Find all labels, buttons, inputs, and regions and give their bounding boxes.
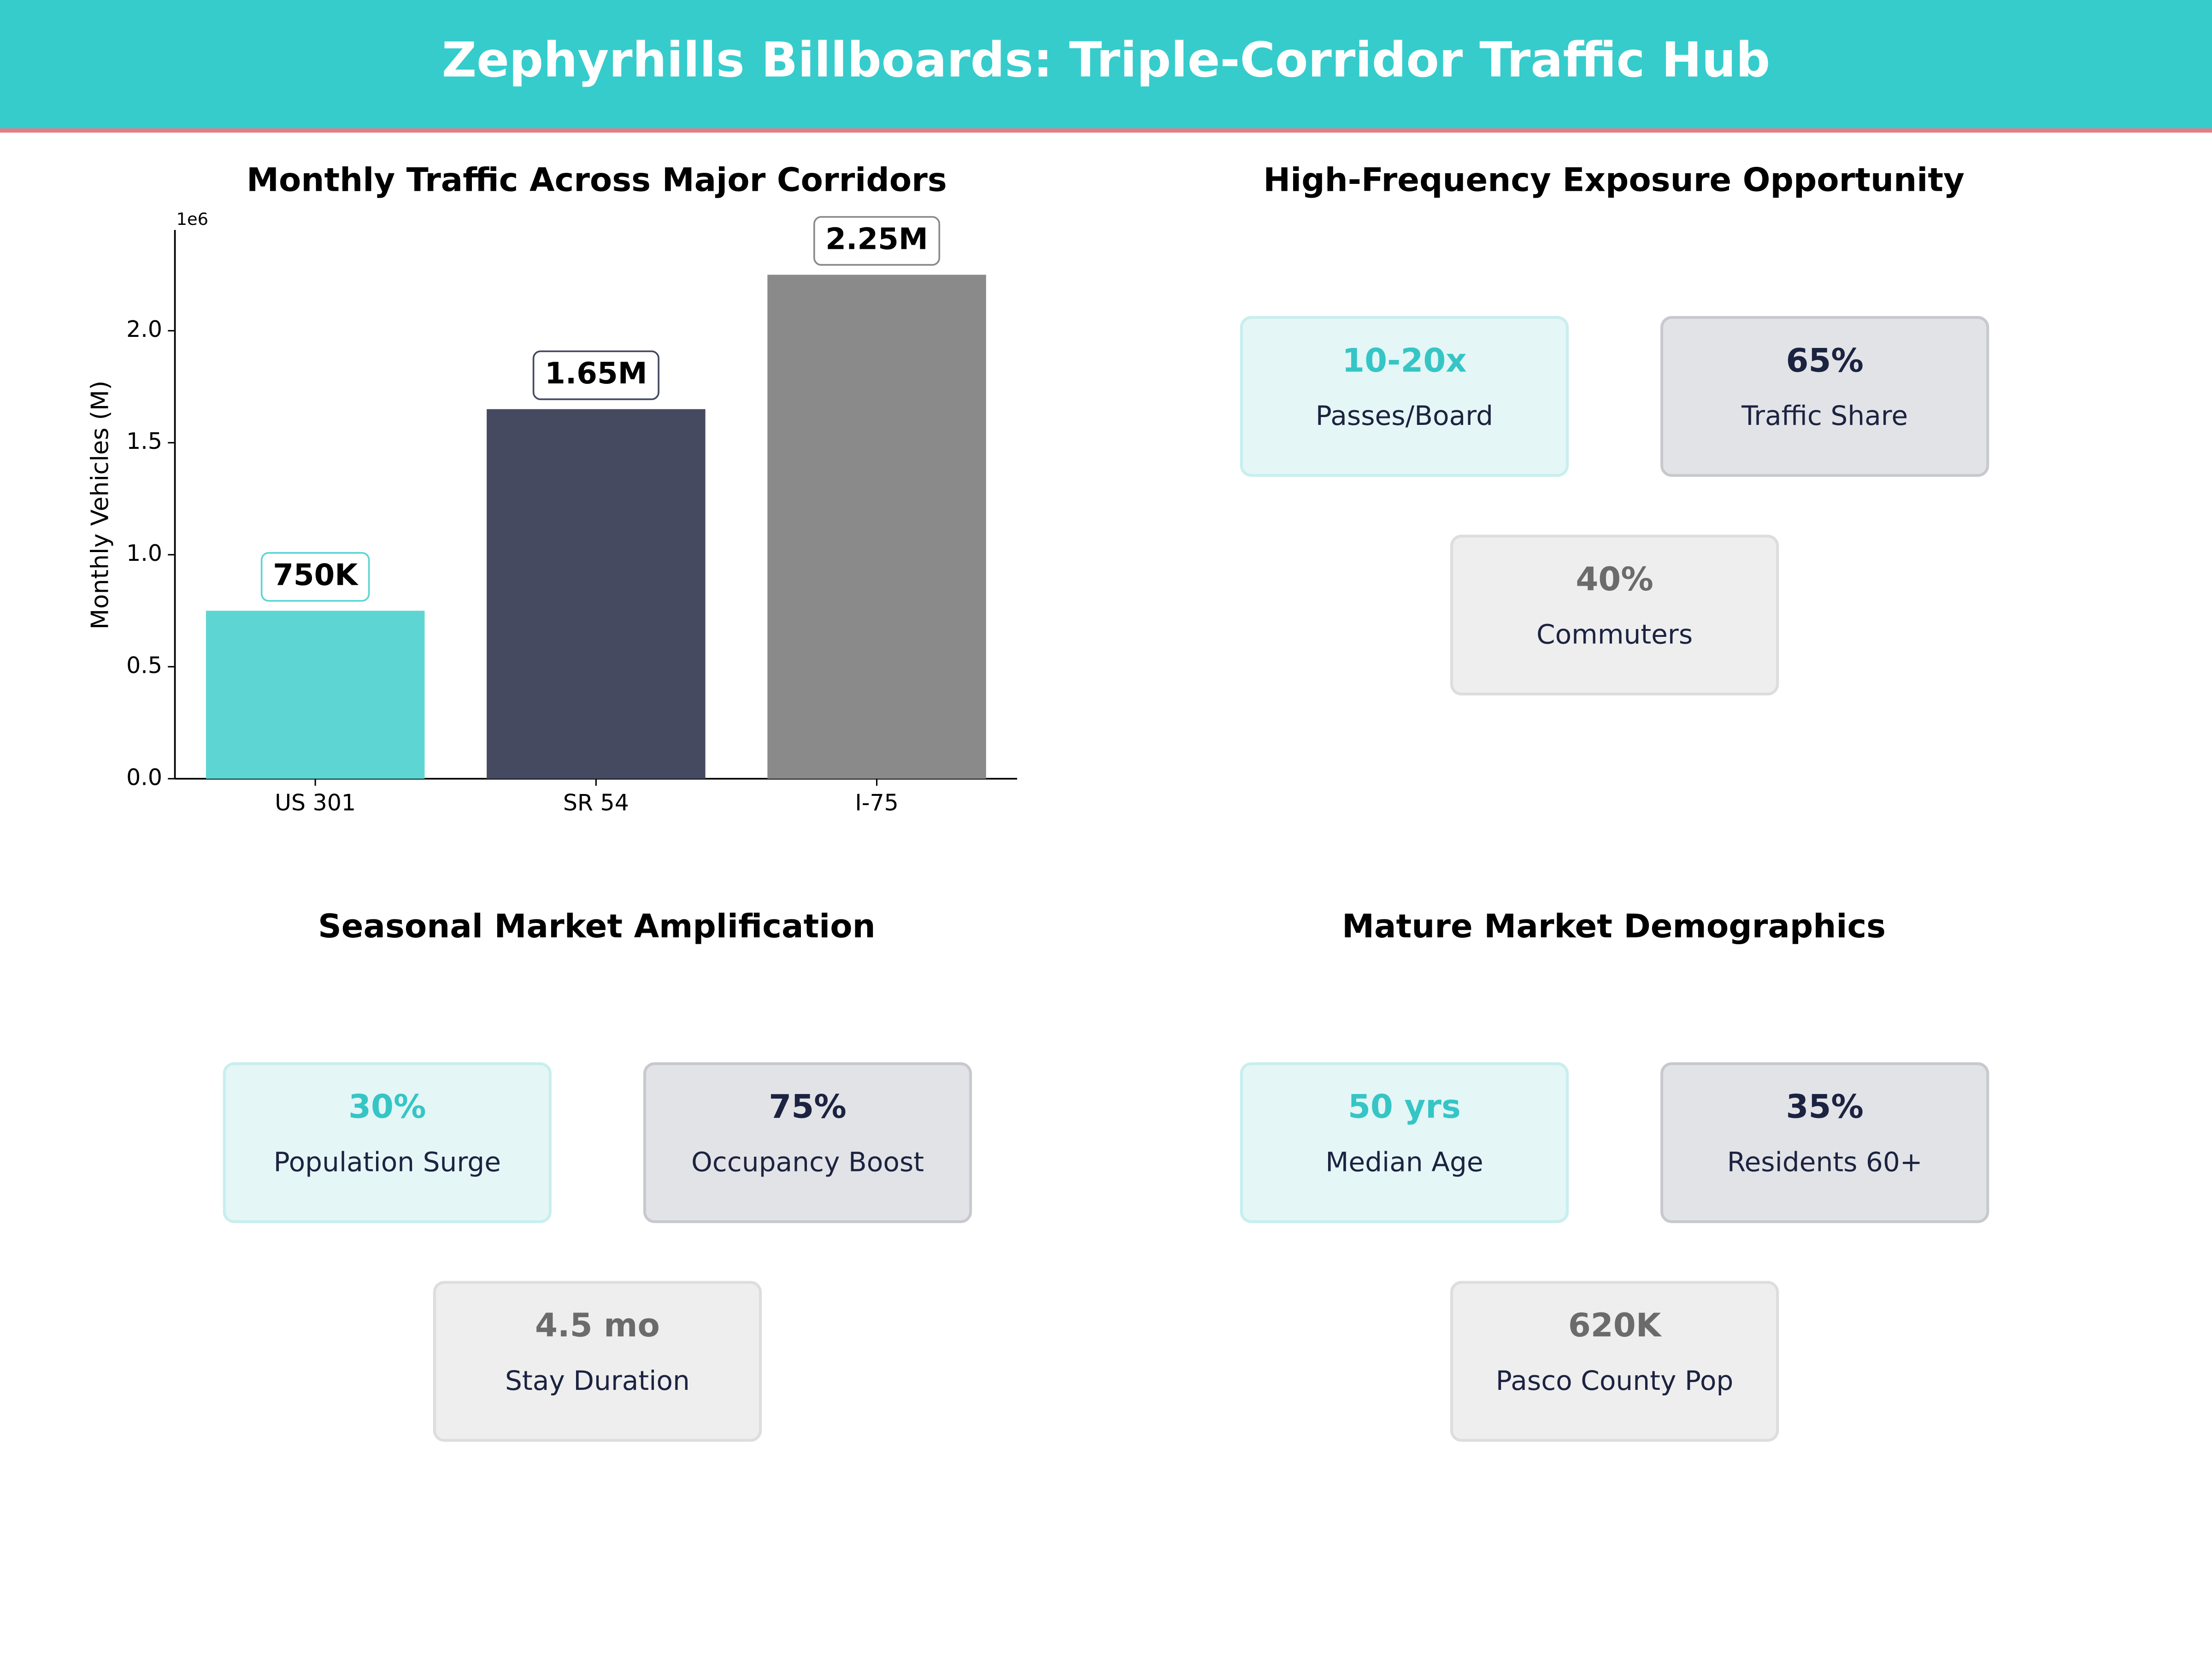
kpi-value: 50 yrs xyxy=(1348,1088,1461,1126)
panel-title: High-Frequency Exposure Opportunity xyxy=(1263,161,1965,199)
x-tick-label: SR 54 xyxy=(563,789,629,816)
y-tick-label: 1.5 xyxy=(126,428,162,454)
y-tick-label: 0.0 xyxy=(126,764,162,790)
kpi-card xyxy=(433,1281,762,1442)
kpi-card xyxy=(1660,316,1989,477)
bar xyxy=(487,409,706,779)
kpi-card xyxy=(1450,1281,1779,1442)
kpi-label: Traffic Share xyxy=(1741,400,1908,431)
chart-title: Monthly Traffic Across Major Corridors xyxy=(247,161,947,199)
y-axis-label: Monthly Vehicles (M) xyxy=(86,381,114,629)
value-label: 2.25M xyxy=(825,222,928,256)
kpi-card xyxy=(643,1062,972,1224)
kpi-label: Passes/Board xyxy=(1316,400,1493,431)
panel-title: Mature Market Demographics xyxy=(1342,907,1886,945)
kpi-value: 40% xyxy=(1576,560,1653,598)
bar xyxy=(767,275,986,779)
kpi-value: 620K xyxy=(1568,1306,1662,1344)
header-rule xyxy=(0,128,2212,133)
kpi-label: Occupancy Boost xyxy=(691,1147,924,1178)
y-offset-label: 1e6 xyxy=(176,209,208,229)
kpi-label: Pasco County Pop xyxy=(1496,1365,1734,1396)
header-bar xyxy=(0,0,2212,130)
x-tick-label: I-75 xyxy=(855,789,898,816)
kpi-value: 75% xyxy=(769,1088,846,1126)
y-tick-label: 1.0 xyxy=(126,540,162,566)
bar xyxy=(206,611,425,779)
y-tick-label: 2.0 xyxy=(126,316,162,342)
value-label-box xyxy=(532,350,659,400)
kpi-value: 35% xyxy=(1786,1088,1863,1126)
page-title: Zephyrhills Billboards: Triple-Corridor … xyxy=(442,32,1770,88)
kpi-card xyxy=(1450,535,1779,696)
value-label: 750K xyxy=(273,558,359,592)
kpi-value: 4.5 mo xyxy=(535,1306,660,1344)
value-label-box xyxy=(260,552,370,602)
value-label-box xyxy=(813,216,941,266)
kpi-value: 30% xyxy=(348,1088,426,1126)
y-tick-label: 0.5 xyxy=(126,652,162,678)
kpi-card xyxy=(1240,1062,1569,1224)
kpi-value: 10-20x xyxy=(1342,341,1467,379)
kpi-label: Median Age xyxy=(1325,1147,1483,1178)
kpi-label: Commuters xyxy=(1536,619,1693,650)
value-label: 1.65M xyxy=(545,356,647,391)
kpi-label: Residents 60+ xyxy=(1727,1147,1923,1178)
kpi-card xyxy=(223,1062,552,1224)
x-tick-label: US 301 xyxy=(275,789,356,816)
kpi-label: Population Surge xyxy=(274,1147,501,1178)
panel-title: Seasonal Market Amplification xyxy=(318,907,876,945)
kpi-card xyxy=(1240,316,1569,477)
kpi-card xyxy=(1660,1062,1989,1224)
kpi-value: 65% xyxy=(1786,341,1863,379)
kpi-label: Stay Duration xyxy=(505,1365,690,1396)
